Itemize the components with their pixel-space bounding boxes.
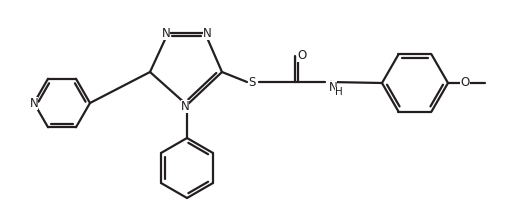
Text: H: H [334,87,342,97]
Text: O: O [460,76,469,89]
Text: N: N [202,27,211,40]
Text: N: N [180,100,189,113]
Text: O: O [297,49,306,61]
Text: N: N [328,80,337,94]
Text: S: S [248,76,255,89]
Text: N: N [161,27,170,40]
Text: N: N [30,97,38,110]
